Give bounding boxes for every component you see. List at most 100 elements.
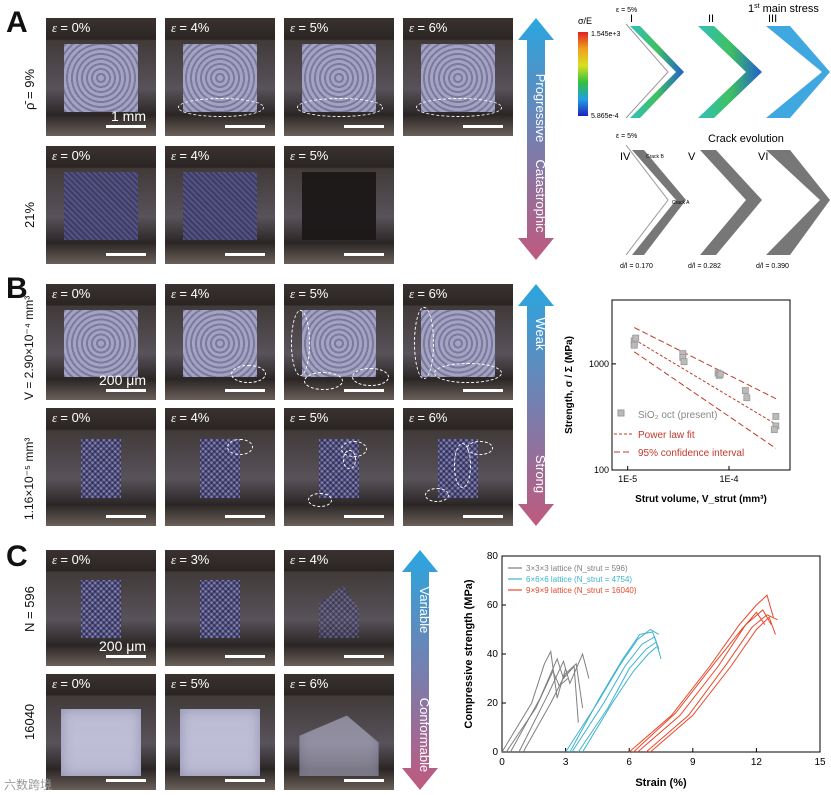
strain-label: ε = 5% (290, 20, 329, 35)
photo-a1-1: ε = 0% 1 mm (46, 18, 156, 136)
arrow-b-bottom: Strong (533, 455, 548, 493)
crack-strut-3 (766, 150, 830, 255)
crack-label-4: IV (620, 151, 631, 163)
panel-letter-a: A (6, 6, 28, 39)
scale-bar (225, 253, 265, 256)
stress-label-2: II (708, 13, 714, 25)
photo-c1-2: ε = 3% (165, 550, 275, 666)
damage-highlight (433, 362, 502, 384)
lattice-sample (180, 708, 260, 777)
scale-bar (225, 389, 265, 392)
row-label-b2: 1.16×10⁻⁵ mm³ (22, 437, 36, 520)
scale-bar (344, 655, 384, 658)
rho-value: = 9% (22, 68, 37, 103)
photo-b2-2: ε = 4% (165, 408, 275, 526)
strain-label: ε = 0% (52, 410, 91, 425)
stress-strain-curve (582, 646, 658, 753)
damage-highlight (352, 367, 390, 386)
crack-a-label: Crack A (672, 200, 690, 206)
stress-strain-curve (501, 649, 567, 753)
crack-label-5: V (688, 151, 696, 163)
lattice-sample (182, 171, 258, 241)
photo-a2-1: ε = 0% (46, 146, 156, 264)
x-tick-label: 6 (626, 757, 632, 768)
damage-highlight (416, 98, 502, 117)
arrow-b-top: Weak (533, 318, 548, 351)
photo-b2-1: ε = 0% (46, 408, 156, 526)
x-tick-label: 15 (814, 757, 825, 768)
scale-bar-label: 200 μm (99, 372, 146, 388)
stress-strain-curve (577, 641, 658, 753)
damage-highlight (290, 309, 311, 377)
strut-outline-1 (625, 23, 669, 119)
strain-label: ε = 0% (52, 552, 91, 567)
lattice-sample (319, 585, 359, 639)
scale-bar (106, 125, 146, 128)
stress-strain-curve (637, 609, 772, 753)
y-axis-label: Compressive strength (MPa) (463, 579, 475, 728)
scale-bar (344, 389, 384, 392)
y-tick-label: 1000 (589, 359, 609, 369)
strain-label: ε = 5% (171, 676, 210, 691)
y-tick-label: 0 (492, 747, 498, 758)
data-point (680, 358, 688, 366)
row-label-c1: N = 596 (22, 586, 37, 632)
stress-crack-figure: 1st main stress σ/E 1.545e+3 5.865e-4 ε … (578, 3, 830, 270)
data-point (632, 334, 640, 342)
photo-b1-4: ε = 6% (403, 284, 513, 400)
damage-highlight (178, 98, 264, 117)
stress-strain-curve (569, 631, 660, 753)
legend-entry: 9×9×9 lattice (N_strut = 16040) (526, 586, 637, 595)
stress-strain-curve (522, 662, 584, 753)
stress-strain-curve (645, 614, 778, 753)
y-tick-label: 40 (487, 649, 499, 660)
lattice-sample (81, 438, 121, 498)
strain-label: ε = 4% (290, 552, 329, 567)
panel-letter-b: B (6, 272, 28, 305)
scale-bar (463, 125, 503, 128)
strain-label: ε = 6% (409, 286, 448, 301)
photo-a1-3: ε = 5% (284, 18, 394, 136)
damage-highlight (308, 492, 333, 507)
crack-label-6: VI (758, 151, 768, 163)
photo-a1-4: ε = 6% (403, 18, 513, 136)
lattice-sample (301, 171, 377, 241)
stress-strain-curve (510, 657, 579, 753)
strut-stress-1 (630, 26, 684, 118)
ci-upper-line (633, 327, 777, 400)
lattice-sample (61, 708, 141, 777)
colorbar (578, 32, 588, 116)
strain-label: ε = 0% (52, 676, 91, 691)
photo-c1-3: ε = 4% (284, 550, 394, 666)
strain-label: ε = 4% (171, 20, 210, 35)
lattice-sample (200, 580, 240, 639)
photo-a2-3: ε = 5% (284, 146, 394, 264)
arrow-c-bottom: Conformable (417, 698, 432, 772)
row-label-a2: 21% (22, 201, 37, 228)
damage-highlight (297, 98, 383, 117)
x-axis-label: Strut volume, V_strut (mm³) (635, 494, 767, 505)
scale-bar (463, 515, 503, 518)
legend-entry: 3×3×3 lattice (N_strut = 596) (526, 564, 628, 573)
row-label-c2: 16040 (22, 703, 37, 740)
x-axis-label: Strain (%) (635, 777, 687, 789)
lattice-sample (63, 309, 139, 377)
y-tick-label: 80 (487, 551, 499, 562)
panel-letter-c: C (6, 540, 28, 573)
crack-b-label: Crack B (646, 154, 664, 160)
arrow-c-top: Variable (417, 587, 432, 634)
damage-highlight (226, 438, 253, 455)
photo-b1-2: ε = 4% (165, 284, 275, 400)
crack-outline-1 (625, 144, 669, 256)
arrow-weak-strong: Weak Strong (518, 284, 554, 526)
crack-ratio-3: d/l = 0.390 (756, 263, 789, 270)
strain-label: ε = 0% (52, 148, 91, 163)
lattice-sample (63, 43, 139, 113)
arrow-variable-conformable: Variable Conformable (402, 550, 438, 790)
scale-bar (225, 125, 265, 128)
stress-strain-curve (505, 669, 569, 753)
damage-highlight (425, 488, 449, 503)
arrow-a-top: Progressive (533, 74, 548, 143)
stress-strain-curve (633, 611, 766, 753)
ci-lower-line (633, 351, 777, 449)
